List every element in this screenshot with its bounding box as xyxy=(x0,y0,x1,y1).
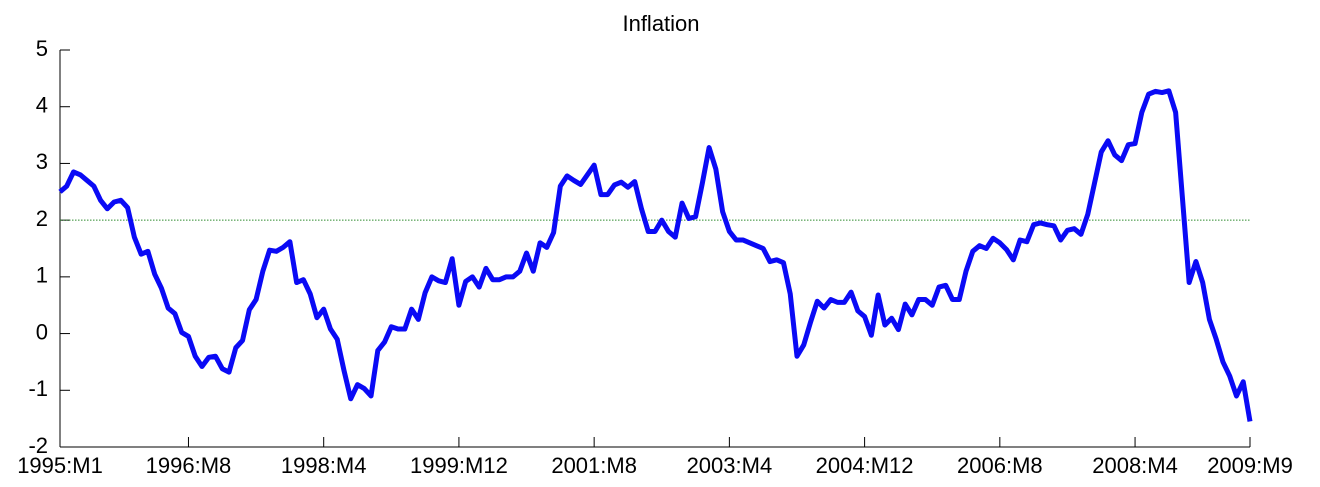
x-tick-label: 1995:M1 xyxy=(17,453,103,478)
y-tick-label: 3 xyxy=(36,149,48,174)
y-tick-label: 2 xyxy=(36,206,48,231)
y-tick-label: -1 xyxy=(28,376,48,401)
y-tick-label: 4 xyxy=(36,93,48,118)
data-line xyxy=(58,88,1253,422)
y-tick-label: 1 xyxy=(36,263,48,288)
y-tick-label: -2 xyxy=(28,433,48,458)
y-tick-label: 0 xyxy=(36,319,48,344)
x-tick-label: 2009:M9 xyxy=(1207,453,1293,478)
x-tick-label: 1996:M8 xyxy=(146,453,232,478)
y-tick-label: 5 xyxy=(36,36,48,61)
x-tick-label: 2001:M8 xyxy=(551,453,637,478)
x-tick-label: 2003:M4 xyxy=(687,453,773,478)
x-tick-label: 2004:M12 xyxy=(816,453,914,478)
x-tick-label: 2006:M8 xyxy=(957,453,1043,478)
x-tick-label: 1998:M4 xyxy=(281,453,367,478)
x-tick-label: 1999:M12 xyxy=(410,453,508,478)
chart-title: Inflation xyxy=(622,11,699,36)
x-tick-label: 2008:M4 xyxy=(1092,453,1178,478)
